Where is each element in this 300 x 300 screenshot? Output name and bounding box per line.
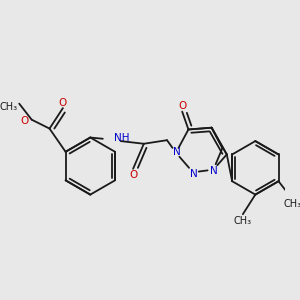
Text: O: O (178, 101, 186, 111)
Text: CH₃: CH₃ (284, 200, 300, 209)
Text: N: N (173, 147, 181, 157)
Text: CH₃: CH₃ (0, 102, 17, 112)
Text: O: O (59, 98, 67, 108)
Text: O: O (129, 170, 137, 180)
Text: N: N (210, 167, 218, 176)
Text: N: N (190, 169, 198, 179)
Text: CH₃: CH₃ (234, 216, 252, 226)
Text: O: O (21, 116, 29, 126)
Text: NH: NH (114, 134, 130, 143)
